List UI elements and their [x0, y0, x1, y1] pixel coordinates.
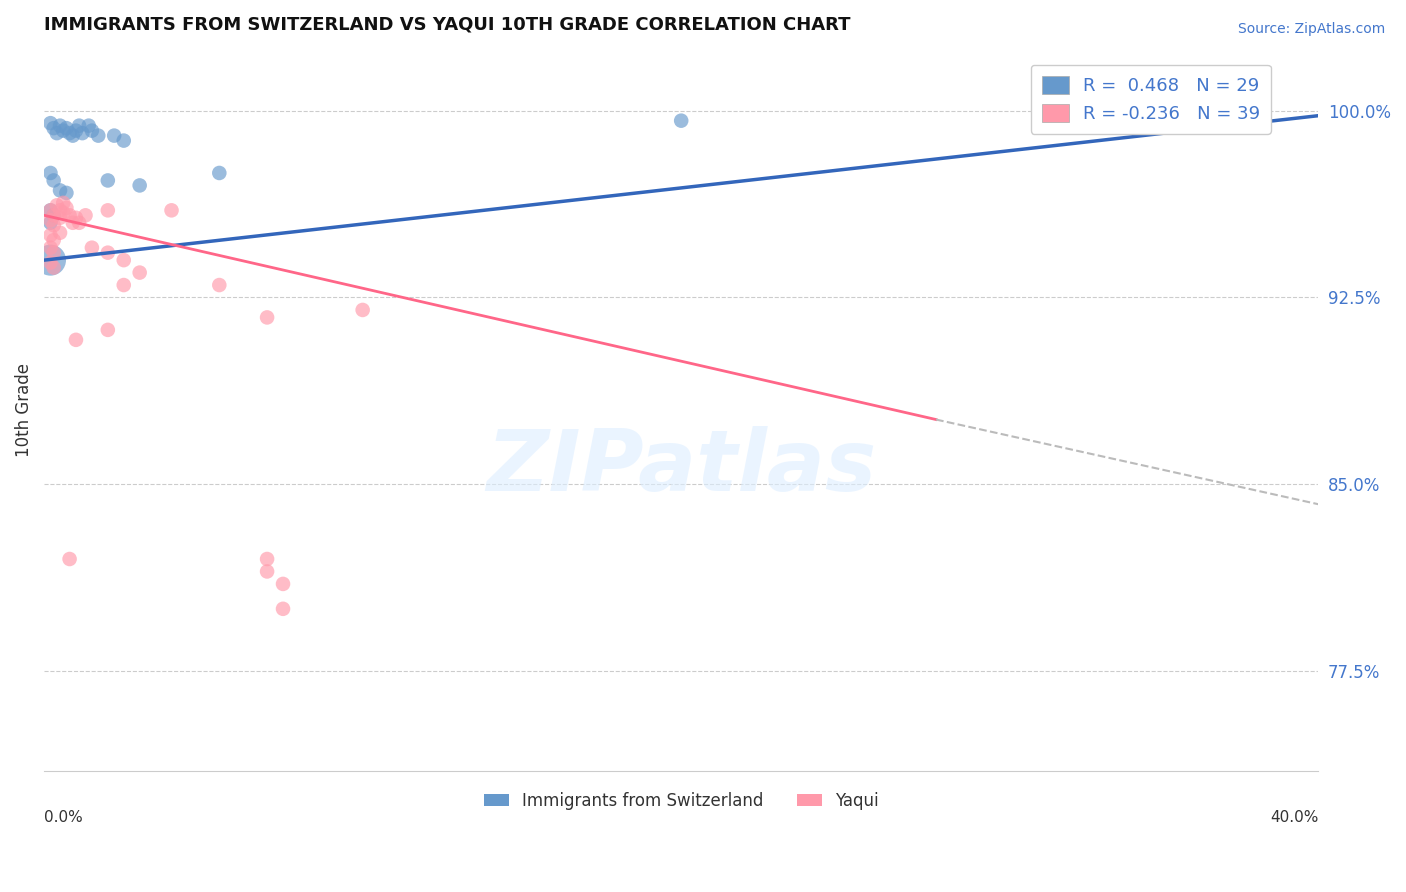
Point [42, 208, 65, 222]
Text: 40.0%: 40.0% [1270, 811, 1319, 825]
Point [77, 119, 100, 133]
Y-axis label: 10th Grade: 10th Grade [15, 362, 32, 457]
Point [39, 241, 62, 255]
Point [72, 126, 94, 140]
Point [42, 260, 65, 275]
Point [42, 245, 65, 260]
Point [256, 310, 278, 325]
Point [128, 266, 150, 280]
Point [256, 552, 278, 566]
Point [65, 333, 87, 347]
Point [160, 203, 183, 218]
Point [39, 116, 62, 130]
Point [75, 208, 97, 222]
Point [67, 119, 90, 133]
Point [87, 128, 110, 143]
Point [97, 173, 120, 187]
Point [39, 216, 62, 230]
Point [97, 245, 120, 260]
Point [39, 253, 62, 268]
Point [42, 208, 65, 222]
Point [103, 128, 125, 143]
Point [669, 113, 692, 128]
Point [52, 206, 75, 220]
Point [62, 216, 84, 230]
Point [256, 565, 278, 579]
Point [55, 201, 77, 215]
Point [45, 126, 67, 140]
Point [49, 211, 72, 225]
Point [42, 121, 65, 136]
Point [62, 128, 84, 143]
Point [58, 552, 80, 566]
Point [58, 208, 80, 222]
Point [65, 123, 87, 137]
Point [52, 123, 75, 137]
Point [55, 186, 77, 200]
Point [80, 123, 103, 137]
Point [271, 577, 294, 591]
Point [39, 166, 62, 180]
Point [39, 255, 62, 269]
Point [55, 121, 77, 136]
Point [42, 219, 65, 233]
Point [271, 602, 294, 616]
Point [39, 228, 62, 243]
Point [97, 203, 120, 218]
Point [49, 183, 72, 197]
Point [58, 126, 80, 140]
Point [39, 213, 62, 227]
Point [128, 178, 150, 193]
Point [97, 323, 120, 337]
Point [352, 302, 374, 317]
Text: 0.0%: 0.0% [44, 811, 83, 825]
Legend: Immigrants from Switzerland, Yaqui: Immigrants from Switzerland, Yaqui [477, 785, 886, 816]
Point [39, 203, 62, 218]
Point [80, 241, 103, 255]
Point [45, 198, 67, 212]
Text: Source: ZipAtlas.com: Source: ZipAtlas.com [1237, 22, 1385, 37]
Point [65, 211, 87, 225]
Point [67, 216, 90, 230]
Point [49, 203, 72, 218]
Point [39, 203, 62, 218]
Point [42, 233, 65, 247]
Point [112, 134, 135, 148]
Text: ZIPatlas: ZIPatlas [486, 425, 876, 508]
Point [112, 253, 135, 268]
Text: IMMIGRANTS FROM SWITZERLAND VS YAQUI 10TH GRADE CORRELATION CHART: IMMIGRANTS FROM SWITZERLAND VS YAQUI 10T… [44, 15, 851, 33]
Point [42, 173, 65, 187]
Point [49, 119, 72, 133]
Point [208, 278, 231, 293]
Point [52, 195, 75, 210]
Point [208, 166, 231, 180]
Point [1052, 113, 1074, 128]
Point [49, 226, 72, 240]
Point [112, 278, 135, 293]
